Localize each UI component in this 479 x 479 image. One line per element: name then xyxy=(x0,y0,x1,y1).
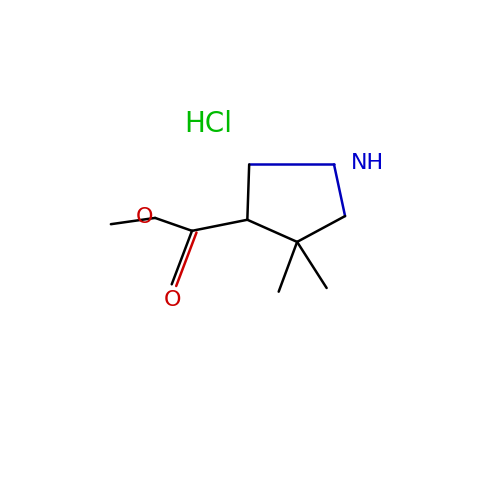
Text: HCl: HCl xyxy=(184,110,233,138)
Text: NH: NH xyxy=(351,153,384,172)
Text: O: O xyxy=(164,290,181,310)
Text: O: O xyxy=(136,207,153,227)
